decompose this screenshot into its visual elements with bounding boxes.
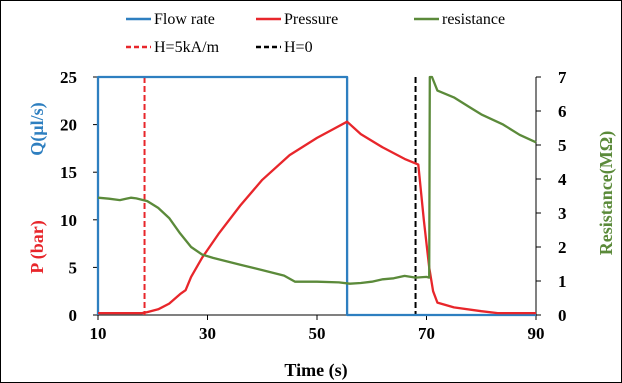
legend: Flow rate Pressure resistance H=5kA/m H=… xyxy=(126,11,505,56)
x-tick-label: 30 xyxy=(199,324,216,343)
y-right-tick-label: 7 xyxy=(558,68,567,87)
y-right-tick-label: 0 xyxy=(558,306,567,325)
y-left-tick-label: 10 xyxy=(60,211,77,230)
y-right-tick-label: 1 xyxy=(558,272,567,291)
y-right-tick-label: 3 xyxy=(558,204,567,223)
resistance-line xyxy=(97,75,537,285)
y-right-tick-label: 2 xyxy=(558,238,567,257)
x-tick-label: 10 xyxy=(90,324,107,343)
y-right-tick-label: 6 xyxy=(558,102,567,121)
legend-h-off-label: H=0 xyxy=(284,39,313,56)
y-left-tick-label: 0 xyxy=(69,306,78,325)
plot-area: 10 30 50 70 90 0 5 10 15 20 25 0 1 2 3 4 5 6 7 xyxy=(60,68,567,343)
x-axis-title: Time (s) xyxy=(284,360,347,381)
y-axis-title-flow: Q(µl/s) xyxy=(27,102,48,155)
y-left-tick-label: 20 xyxy=(60,116,77,135)
pressure-line xyxy=(98,120,536,315)
x-tick-label: 90 xyxy=(528,324,545,343)
x-tick-label: 70 xyxy=(418,324,435,343)
legend-h-on-label: H=5kA/m xyxy=(154,39,220,56)
y-left-tick-label: 5 xyxy=(69,258,78,277)
y-left-tick-label: 15 xyxy=(60,163,77,182)
y-axis-title-resistance: Resistance(MΩ) xyxy=(596,131,617,255)
y-axis-title-pressure: P (bar) xyxy=(27,220,48,274)
legend-pressure-label: Pressure xyxy=(284,11,338,28)
legend-flow-label: Flow rate xyxy=(154,11,215,28)
legend-resistance-label: resistance xyxy=(442,11,505,28)
y-right-tick-label: 4 xyxy=(558,170,567,189)
y-left-tick-label: 25 xyxy=(60,68,77,87)
flow-rate-line xyxy=(96,75,536,317)
y-right-tick-label: 5 xyxy=(558,136,567,155)
x-tick-label: 50 xyxy=(309,324,326,343)
